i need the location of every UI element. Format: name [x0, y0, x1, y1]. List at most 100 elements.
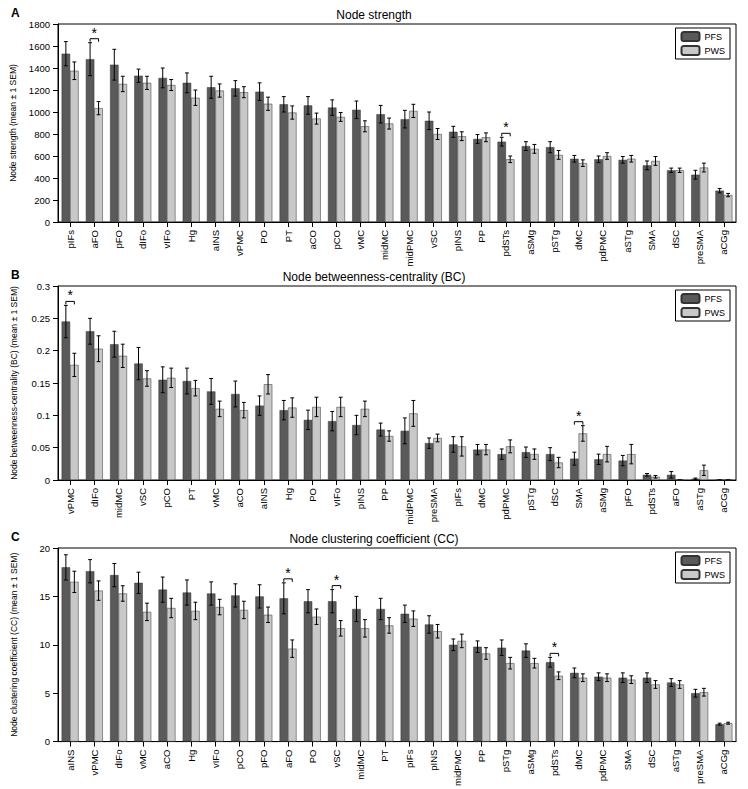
svg-text:dMC: dMC — [573, 230, 584, 250]
svg-text:pIFs: pIFs — [404, 749, 415, 768]
svg-text:15: 15 — [39, 591, 50, 602]
svg-text:PT: PT — [283, 230, 294, 242]
svg-text:PWS: PWS — [704, 308, 725, 318]
svg-text:0.1: 0.1 — [37, 410, 50, 421]
svg-text:1600: 1600 — [29, 41, 50, 52]
svg-text:pFO: pFO — [113, 230, 124, 248]
svg-text:0: 0 — [45, 736, 50, 747]
svg-text:SMA: SMA — [622, 749, 633, 770]
svg-text:pIFs: pIFs — [452, 488, 463, 507]
svg-text:dIFo: dIFo — [137, 230, 148, 249]
svg-text:vIFo: vIFo — [161, 230, 172, 248]
svg-text:*: * — [552, 639, 558, 655]
svg-text:pIFs: pIFs — [65, 230, 76, 249]
svg-text:20: 20 — [39, 543, 50, 554]
svg-text:preSMA: preSMA — [428, 487, 439, 522]
svg-text:dMC: dMC — [476, 488, 487, 508]
svg-text:pdPMC: pdPMC — [500, 488, 511, 520]
svg-text:aCO: aCO — [161, 750, 172, 770]
svg-text:SMA: SMA — [573, 487, 584, 508]
svg-text:PP: PP — [476, 230, 487, 243]
svg-text:dIFo: dIFo — [89, 488, 100, 507]
svg-text:B: B — [11, 268, 20, 282]
svg-text:dSC: dSC — [549, 488, 560, 507]
svg-text:midMC: midMC — [355, 749, 366, 779]
svg-text:0: 0 — [45, 475, 50, 486]
svg-text:*: * — [334, 572, 340, 588]
svg-text:1000: 1000 — [29, 107, 50, 118]
svg-text:pINS: pINS — [452, 230, 463, 251]
svg-text:*: * — [67, 287, 73, 303]
svg-text:0: 0 — [45, 217, 50, 228]
svg-text:vIFo: vIFo — [210, 750, 221, 768]
svg-text:Node strength: Node strength — [336, 8, 411, 22]
svg-text:Hg: Hg — [186, 230, 197, 242]
svg-text:pSTg: pSTg — [500, 750, 511, 773]
svg-text:C: C — [11, 530, 20, 544]
svg-text:PWS: PWS — [704, 46, 725, 56]
svg-text:pdSTs: pdSTs — [549, 749, 560, 776]
svg-text:aSTg: aSTg — [670, 750, 681, 773]
svg-text:aSTg: aSTg — [694, 488, 705, 511]
svg-text:vSC: vSC — [331, 749, 342, 767]
svg-text:midPMC: midPMC — [404, 230, 415, 267]
svg-text:aCGg: aCGg — [718, 750, 729, 775]
svg-text:pSTg: pSTg — [525, 488, 536, 511]
svg-text:aFO: aFO — [89, 230, 100, 248]
svg-text:vPMC: vPMC — [89, 749, 100, 775]
svg-text:*: * — [285, 565, 291, 581]
svg-text:0.3: 0.3 — [37, 281, 50, 292]
svg-text:aCGg: aCGg — [718, 230, 729, 255]
svg-text:A: A — [11, 6, 20, 20]
svg-text:pdSTs: pdSTs — [500, 230, 511, 257]
svg-text:PO: PO — [258, 230, 269, 244]
svg-text:PT: PT — [379, 749, 390, 761]
svg-text:Node clustering coefficient (C: Node clustering coefficient (CC) (mean ±… — [9, 553, 19, 737]
svg-text:vSC: vSC — [137, 488, 148, 506]
svg-text:midMC: midMC — [113, 488, 124, 518]
svg-text:dSC: dSC — [670, 230, 681, 249]
svg-text:Hg: Hg — [186, 750, 197, 762]
svg-text:Node clustering coefficient (C: Node clustering coefficient (CC) — [289, 532, 458, 546]
svg-text:PWS: PWS — [704, 570, 725, 580]
svg-text:PP: PP — [379, 488, 390, 501]
svg-text:pCO: pCO — [331, 230, 342, 250]
svg-text:*: * — [503, 119, 509, 135]
svg-text:vMC: vMC — [355, 230, 366, 250]
svg-text:midPMC: midPMC — [404, 488, 415, 525]
svg-text:PFS: PFS — [704, 556, 722, 566]
svg-text:0.15: 0.15 — [32, 378, 51, 389]
svg-text:pdPMC: pdPMC — [597, 749, 608, 781]
svg-text:pFO: pFO — [258, 750, 269, 768]
svg-text:5: 5 — [45, 688, 50, 699]
svg-text:Node strength (mean ± 1 SEM): Node strength (mean ± 1 SEM) — [8, 64, 18, 182]
svg-text:1200: 1200 — [29, 85, 50, 96]
svg-text:pdSTs: pdSTs — [646, 488, 657, 515]
svg-text:10: 10 — [39, 639, 50, 650]
svg-text:pCO: pCO — [234, 750, 245, 770]
svg-text:aINS: aINS — [210, 230, 221, 251]
svg-text:PFS: PFS — [704, 32, 722, 42]
svg-text:PO: PO — [307, 750, 318, 764]
svg-text:vSC: vSC — [428, 230, 439, 248]
svg-text:200: 200 — [34, 195, 50, 206]
svg-text:aINS: aINS — [65, 750, 76, 771]
svg-text:dMC: dMC — [573, 749, 584, 769]
svg-text:0.2: 0.2 — [37, 345, 50, 356]
svg-text:aCGg: aCGg — [718, 488, 729, 513]
svg-text:aCO: aCO — [234, 488, 245, 508]
svg-text:vPMC: vPMC — [65, 488, 76, 514]
svg-text:800: 800 — [34, 129, 50, 140]
svg-text:0.25: 0.25 — [32, 313, 51, 324]
svg-text:dSC: dSC — [646, 749, 657, 768]
svg-text:aINS: aINS — [258, 488, 269, 509]
svg-text:aSTg: aSTg — [622, 230, 633, 253]
svg-text:1400: 1400 — [29, 63, 50, 74]
svg-text:*: * — [576, 408, 582, 424]
svg-text:pINS: pINS — [355, 488, 366, 509]
svg-text:preSMA: preSMA — [694, 229, 705, 264]
svg-text:aFO: aFO — [670, 488, 681, 506]
svg-text:pCO: pCO — [161, 488, 172, 508]
svg-text:aFO: aFO — [283, 750, 294, 768]
svg-text:0.05: 0.05 — [32, 442, 51, 453]
